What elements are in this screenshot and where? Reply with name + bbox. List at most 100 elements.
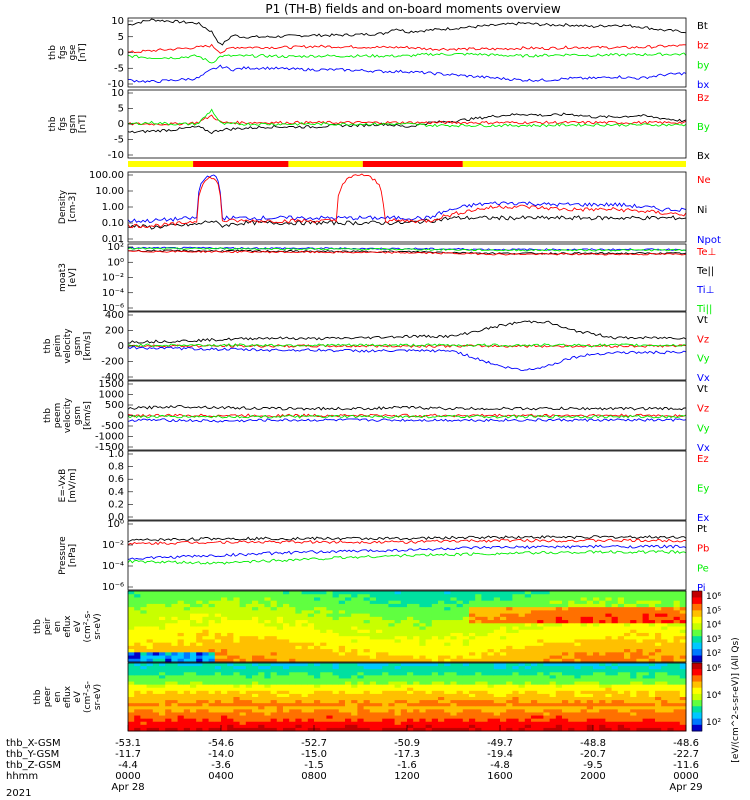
colorbar-swatch xyxy=(692,591,702,598)
heat-cell xyxy=(264,666,272,670)
heat-cell xyxy=(500,663,507,667)
heat-cell xyxy=(562,626,569,631)
heat-cell xyxy=(369,591,377,595)
heat-cell xyxy=(245,693,253,698)
heat-cell xyxy=(221,639,228,644)
heat-cell xyxy=(307,718,315,723)
heat-cell xyxy=(655,715,662,720)
heat-cell xyxy=(438,724,445,729)
heat-cell xyxy=(369,724,377,729)
heat-cell xyxy=(636,681,644,686)
heat-cell xyxy=(128,724,135,729)
heat-cell xyxy=(388,610,396,615)
heat-cell xyxy=(190,721,197,726)
heat-cell xyxy=(462,616,470,621)
heat-cell xyxy=(159,597,166,602)
heat-cell xyxy=(376,684,383,689)
heat-cell xyxy=(438,687,445,692)
series-Vx xyxy=(127,345,687,372)
ylabel-line: thb xyxy=(48,45,58,60)
heat-cell xyxy=(580,687,588,692)
heat-cell xyxy=(642,697,650,701)
heat-cell xyxy=(221,681,228,686)
heat-cell xyxy=(462,687,470,692)
heat-cell xyxy=(332,639,340,644)
panel-7-ylabel: E=-VxB [mV/m] xyxy=(58,469,78,503)
heat-cell xyxy=(283,613,290,618)
heat-cell xyxy=(593,594,600,598)
heat-cell xyxy=(338,678,346,683)
heat-cell xyxy=(462,709,470,713)
colorbar-swatch xyxy=(692,597,702,605)
heat-cell xyxy=(283,706,290,710)
heat-cell xyxy=(264,681,272,686)
heat-cell xyxy=(518,709,526,713)
axis-row-value: -9.5 xyxy=(583,760,603,771)
heat-cell xyxy=(673,629,681,634)
heat-cell xyxy=(425,613,433,618)
heat-cell xyxy=(537,721,544,726)
heat-cell xyxy=(518,623,526,627)
heat-cell xyxy=(462,613,470,618)
heat-cell xyxy=(568,669,575,673)
heat-cell xyxy=(159,672,166,676)
heat-cell xyxy=(332,613,340,618)
heat-cell xyxy=(568,636,575,640)
heat-cell xyxy=(562,594,569,598)
heat-cell xyxy=(537,687,544,692)
heat-cell xyxy=(574,591,582,595)
heat-cell xyxy=(159,652,166,657)
heat-cell xyxy=(295,652,303,657)
heat-cell xyxy=(450,645,458,650)
heat-cell xyxy=(128,669,135,673)
heat-cell xyxy=(208,703,216,707)
heat-cell xyxy=(679,697,687,701)
heat-cell xyxy=(196,591,203,595)
panel-8-ylabel: Pressure [nPa] xyxy=(58,536,78,575)
heat-cell xyxy=(580,613,588,618)
heat-cell xyxy=(512,712,520,717)
heat-cell xyxy=(233,675,241,679)
heat-cell xyxy=(419,649,427,653)
heat-cell xyxy=(276,697,284,701)
heat-cell xyxy=(617,607,625,611)
heat-cell xyxy=(202,597,210,602)
heat-cell xyxy=(642,669,650,673)
heat-cell xyxy=(283,703,290,707)
heat-cell xyxy=(326,626,334,631)
heat-cell xyxy=(171,591,179,595)
heat-cell xyxy=(140,669,148,673)
heat-cell xyxy=(400,636,408,640)
heat-cell xyxy=(648,675,656,679)
heat-cell xyxy=(270,603,278,608)
heat-cell xyxy=(537,706,544,710)
heat-cell xyxy=(369,684,377,689)
heat-cell xyxy=(351,613,358,618)
heat-cell xyxy=(555,655,563,660)
heat-cell xyxy=(438,616,445,621)
heat-cell xyxy=(140,697,148,701)
heat-cell xyxy=(208,687,216,692)
heat-cell xyxy=(655,626,662,631)
heat-cell xyxy=(159,687,166,692)
heat-cell xyxy=(252,632,259,637)
heat-cell xyxy=(221,693,228,698)
heat-cell xyxy=(580,600,588,605)
heat-cell xyxy=(450,610,458,615)
heat-cell xyxy=(481,693,489,698)
heat-cell xyxy=(661,672,668,676)
heat-cell xyxy=(221,678,228,683)
heat-cell xyxy=(345,706,352,710)
heat-cell xyxy=(369,669,377,673)
heat-cell xyxy=(655,678,662,683)
heat-cell xyxy=(599,607,606,611)
heat-cell xyxy=(475,597,482,602)
heat-cell xyxy=(438,675,445,679)
heat-cell xyxy=(264,594,272,598)
heat-cell xyxy=(295,610,303,615)
heat-cell xyxy=(338,724,346,729)
heat-cell xyxy=(543,678,551,683)
heat-cell xyxy=(487,669,495,673)
heat-cell xyxy=(475,700,482,704)
